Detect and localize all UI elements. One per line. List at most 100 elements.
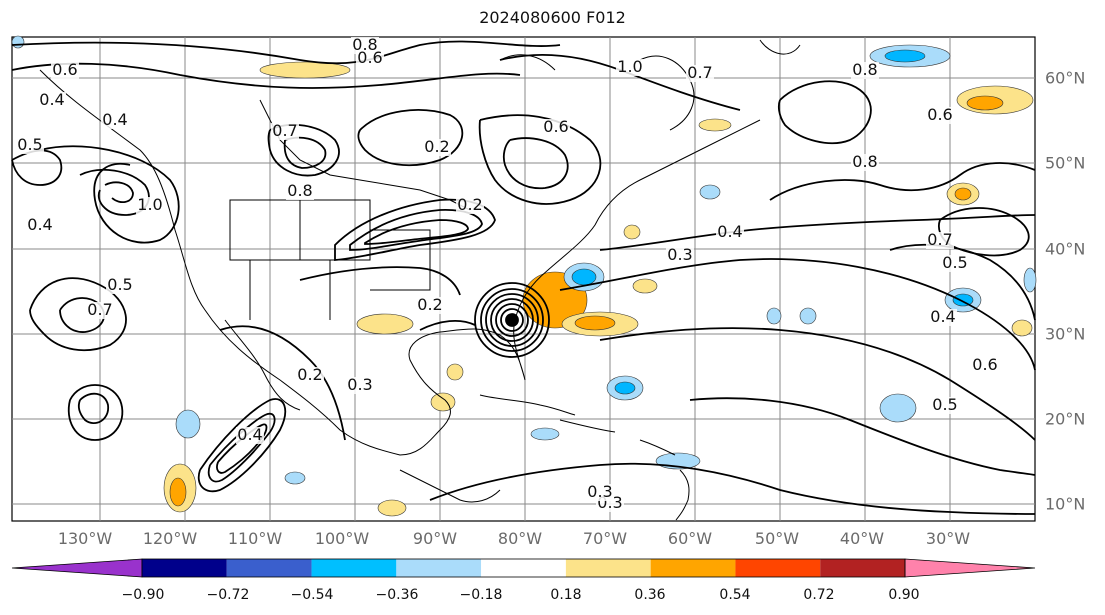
contour-label: 0.4 — [102, 110, 127, 129]
contour-label: 0.5 — [107, 275, 132, 294]
shade-patch — [614, 381, 636, 395]
lon-tick-label: 120°W — [142, 529, 198, 548]
contour-label: 0.8 — [852, 152, 877, 171]
colorbar-segment — [650, 559, 736, 577]
shade-patch — [446, 363, 464, 381]
contour-label-bg — [38, 92, 66, 109]
colorbar-segment — [11, 558, 143, 578]
contour-label-bg — [686, 65, 714, 82]
colorbar-segment — [820, 559, 905, 577]
contour-labels: 0.80.60.60.40.70.41.0 0.70.60.81.00.50.70… — [16, 35, 999, 512]
lat-tick-label: 40°N — [1045, 239, 1086, 259]
shade-patch — [699, 184, 721, 200]
shade-patch — [632, 278, 658, 294]
shade-patch — [377, 499, 407, 517]
colorbar-outline — [141, 558, 906, 578]
contour-label-bg — [971, 357, 999, 374]
contour-label-bg — [941, 255, 969, 272]
lon-tick-label: 100°W — [314, 529, 370, 548]
contour-label-bg — [16, 137, 44, 154]
colorbar-tick-label: −0.54 — [290, 587, 334, 603]
shade-patch — [954, 187, 972, 201]
shade-patch — [879, 393, 917, 423]
shaded-anomalies — [11, 35, 1037, 517]
contour-label-bg — [851, 62, 879, 79]
colorbar-tick-label: −0.36 — [375, 587, 419, 603]
lon-tick-label: 60°W — [667, 529, 713, 548]
colorbar-tick-label: −0.72 — [206, 587, 250, 603]
contour-label-bg — [542, 119, 570, 136]
colorbar-segment — [904, 558, 1036, 578]
contour-label: 0.5 — [932, 395, 957, 414]
contour-label: 0.4 — [930, 307, 955, 326]
lon-tick-label: 80°W — [497, 529, 543, 548]
shade-patch — [530, 427, 560, 441]
shade-patch — [169, 477, 187, 507]
contour-label-bg — [423, 139, 451, 156]
colorbar — [11, 558, 1036, 578]
contour-label: 1.0 — [617, 57, 642, 76]
colorbar-segment — [396, 559, 482, 577]
contour-label-bg — [86, 302, 114, 319]
lat-tick-label: 30°N — [1045, 324, 1086, 344]
contour-label-bg — [106, 277, 134, 294]
colorbar-tick-label: 0.18 — [550, 587, 582, 603]
shade-patch — [11, 35, 25, 49]
colorbar-segment — [311, 559, 397, 577]
contour-label-bg — [926, 232, 954, 249]
shade-patch — [1011, 319, 1033, 337]
contour-label: 0.5 — [942, 253, 967, 272]
contour-label-bg — [616, 59, 644, 76]
contour-label: 0.8 — [852, 60, 877, 79]
shade-patch — [884, 49, 926, 63]
shade-patch — [766, 307, 782, 325]
contour-label-bg — [346, 377, 374, 394]
contour-label: 0.6 — [927, 105, 952, 124]
contour-label-bg — [351, 37, 379, 54]
colorbar-segment — [735, 559, 821, 577]
lon-tick-label: 30°W — [925, 529, 971, 548]
lat-tick-label: 20°N — [1045, 409, 1086, 429]
contour-label: 0.7 — [687, 63, 712, 82]
contour-label: 0.2 — [424, 137, 449, 156]
shade-patch — [284, 471, 306, 485]
lat-tick-label: 50°N — [1045, 153, 1086, 173]
contour-label-bg — [101, 112, 129, 129]
contour-label: 0.3 — [347, 375, 372, 394]
cyclone-contours — [474, 282, 550, 358]
colorbar-segment — [142, 559, 227, 577]
lon-tick-label: 110°W — [227, 529, 283, 548]
contour-label: 1.0 — [137, 195, 162, 214]
contour-label: 0.6 — [52, 60, 77, 79]
contour-label: 0.3 — [667, 245, 692, 264]
colorbar-tick-label: −0.90 — [121, 587, 165, 603]
contour-label: 0.6 — [357, 48, 382, 67]
contour-label-bg — [929, 309, 957, 326]
contour-label: 0.7 — [87, 300, 112, 319]
contour-label-bg — [851, 154, 879, 171]
contour-label-bg — [271, 123, 299, 140]
contour-label: 0.5 — [17, 135, 42, 154]
lon-tick-label: 40°W — [839, 529, 885, 548]
shade-patch — [574, 315, 616, 331]
contour-label-bg — [51, 62, 79, 79]
shade-patch — [952, 293, 974, 307]
contour-label: 0.8 — [352, 35, 377, 54]
contour-label: 0.7 — [927, 230, 952, 249]
contour-label: 0.4 — [237, 425, 262, 444]
contour-label: 0.4 — [717, 222, 742, 241]
colorbar-tick-label: 0.90 — [888, 587, 920, 603]
contour-label-bg — [666, 247, 694, 264]
shade-patch — [571, 268, 597, 286]
colorbar-tick-label: 0.72 — [803, 587, 835, 603]
shade-patch — [799, 307, 817, 325]
contour-label-bg — [456, 197, 484, 214]
map-title: 2024080600 F012 — [479, 8, 626, 27]
lat-tick-label: 60°N — [1045, 68, 1086, 88]
contour-label-bg — [286, 183, 314, 200]
contour-label-bg — [236, 427, 264, 444]
coastlines — [39, 39, 801, 521]
contour-label: 0.3 — [587, 482, 612, 501]
colorbar-tick-label: 0.36 — [634, 587, 666, 603]
